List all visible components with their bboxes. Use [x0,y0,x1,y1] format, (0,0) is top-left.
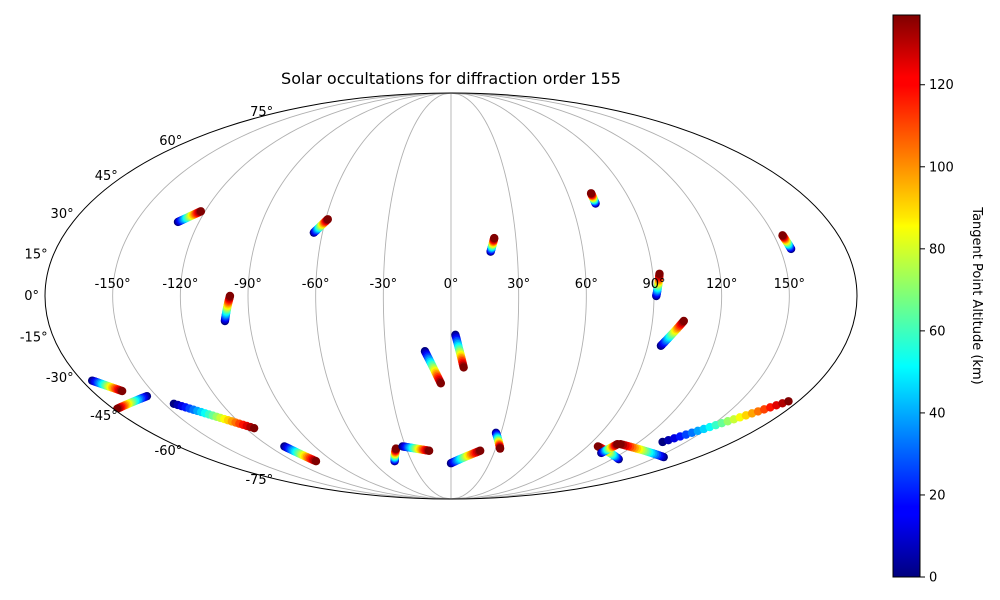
occultation-point [225,291,235,301]
lat-tick-label: 15° [25,247,48,262]
occultation-point [679,316,688,326]
occultation-point [490,233,499,243]
lon-tick-label: -90° [234,277,262,292]
tick-labels: -150° -120° -90° -60° -30° 0° 30° 60° 90° 120° 150… [20,105,805,488]
occultation-point [593,442,603,451]
meridian-line [450,93,723,499]
occultation-point [616,440,625,449]
lon-tick-label: 120° [706,277,737,292]
occultation-point [784,397,793,406]
lat-tick-label: 45° [95,169,118,184]
lon-tick-label: -120° [162,277,198,292]
colorbar-gradient [892,14,921,578]
meridian-line [450,93,520,499]
colorbar-label: Tangent Point Altitude (km) [969,206,984,384]
occultation-point [323,215,332,224]
lon-tick-label: -60° [302,277,330,292]
colorbar-tick-label: 40 [929,406,946,421]
colorbar-tick-label: 100 [929,160,954,175]
occultation-points [88,189,796,468]
occultation-point [249,423,259,433]
meridian-line [450,93,655,499]
meridian-line [247,93,452,499]
meridian-line [179,93,452,499]
occultation-point [391,444,401,453]
occultation-point [459,363,468,372]
lon-tick-label: 60° [575,277,598,292]
lat-tick-label: -75° [245,473,273,488]
occultation-point [424,446,434,455]
map-plot-area: -150° -120° -90° -60° -30° 0° 30° 60° 90° 120° 150… [20,92,858,500]
lat-tick-label: 30° [51,207,74,222]
occultation-point [196,207,206,216]
occultation-point [495,444,505,453]
lon-tick-label: 90° [642,277,665,292]
colorbar-tick-label: 20 [929,488,946,503]
lon-tick-label: 30° [507,277,530,292]
map-outline [44,92,858,500]
lat-tick-label: -15° [20,331,48,346]
occultation-point [311,457,321,466]
colorbar-tick-label: 0 [929,571,937,586]
occultation-point [436,379,446,388]
lat-tick-label: 75° [250,105,273,120]
occultation-point [655,269,664,278]
colorbar: 0 20 40 60 80 100 120 Tangent Point Altitude (… [892,14,984,586]
colorbar-tick-label: 80 [929,242,946,257]
colorbar-tick-label: 120 [929,78,954,93]
lat-tick-label: -60° [155,444,183,459]
lat-tick-label: -30° [46,371,74,386]
meridian-line [450,93,587,499]
lon-tick-label: -30° [369,277,397,292]
meridian-line [450,93,790,499]
occultation-point [778,231,787,240]
meridian-line [315,93,452,499]
occultation-point [586,189,596,198]
occultation-point [117,386,127,396]
meridian-line [112,93,452,499]
meridian-line [382,93,452,499]
occultation-point [475,446,485,455]
lat-tick-label: -45° [90,409,118,424]
chart-title: Solar occultations for diffraction order… [281,69,621,88]
colorbar-tick-label: 60 [929,324,946,339]
lat-tick-label: 60° [159,134,182,149]
lon-tick-label: 0° [444,277,459,292]
colorbar-ticks: 0 20 40 60 80 100 120 [920,78,954,586]
lon-tick-label: 150° [774,277,805,292]
lon-tick-label: -150° [95,277,131,292]
lat-tick-label: 0° [24,289,39,304]
